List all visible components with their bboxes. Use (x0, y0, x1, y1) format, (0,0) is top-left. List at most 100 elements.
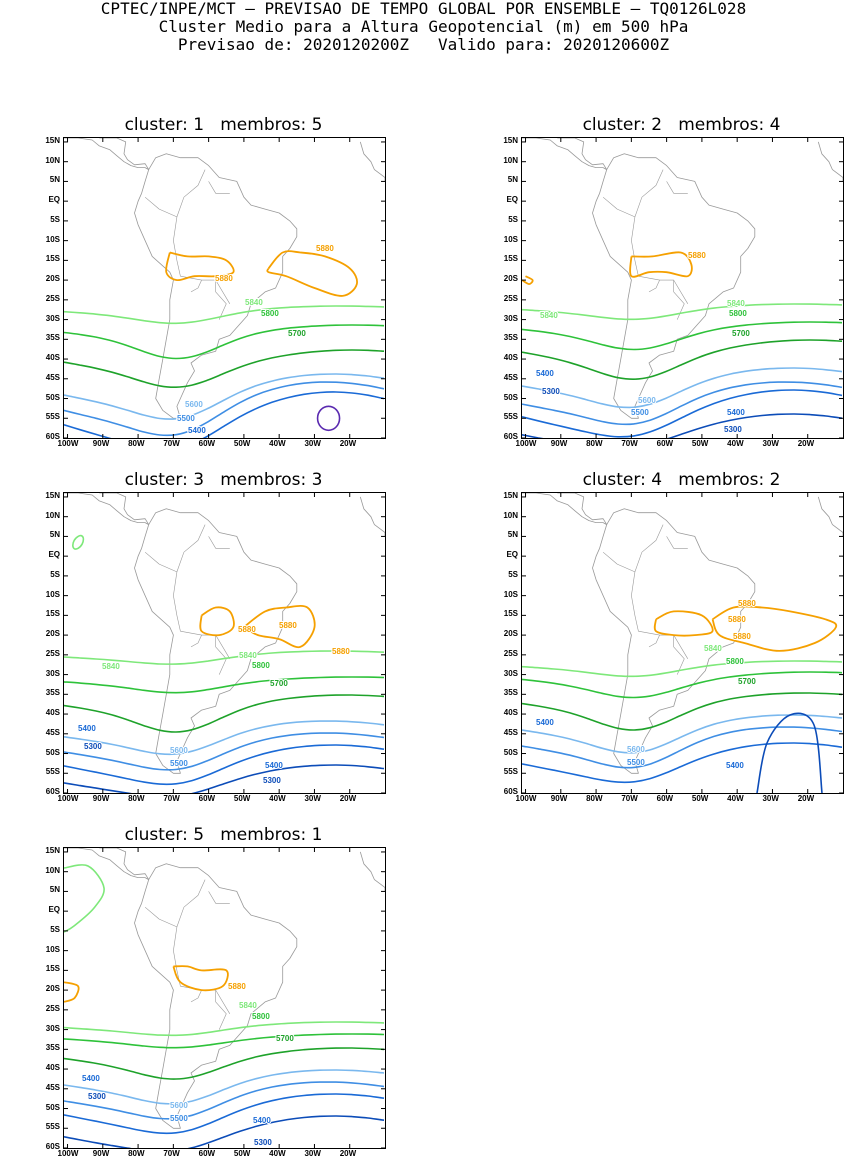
contour-line-5600 (64, 373, 385, 420)
contour-label: 5800 (261, 309, 279, 318)
contour-label: 5300 (263, 776, 281, 785)
lat-label: 15N (45, 845, 60, 855)
lat-label: EQ (506, 195, 518, 205)
country-border (641, 169, 664, 198)
contour-line-5880 (711, 605, 838, 652)
lon-label: 30W (762, 439, 779, 448)
lon-label: 20W (797, 794, 815, 803)
header-dates: Previsao de: 2020120200Z Valido para: 20… (177, 35, 670, 54)
map-frame: 5880 5880 5880 5840 5840 5800 5700 5400 5300 5600… (63, 492, 386, 794)
lat-label: 50S (503, 392, 518, 402)
south-america-coastline (134, 153, 298, 419)
contour-line-5600 (64, 720, 385, 756)
lat-label: 15N (45, 490, 60, 500)
contour-label: 5880 (279, 621, 297, 630)
lat-label: 50S (45, 392, 60, 402)
lat-label: 5N (49, 885, 60, 895)
country-border (673, 280, 685, 320)
lon-label: 30W (304, 1149, 321, 1158)
lon-label: 90W (92, 794, 110, 803)
contour-label: 5840 (727, 299, 745, 308)
lat-label: 25S (45, 648, 60, 658)
south-america-coastline (134, 508, 298, 774)
lat-label: 20S (503, 274, 518, 284)
country-border (190, 279, 202, 293)
lat-label: 50S (503, 747, 518, 757)
contour-line-5600 (522, 367, 843, 409)
lat-label: 10N (45, 865, 60, 875)
country-border (144, 196, 178, 218)
country-border (173, 552, 185, 616)
lon-label: 60W (656, 439, 674, 448)
contour-label: 5840 (540, 311, 558, 320)
lat-label: 35S (45, 688, 60, 698)
contour-line-5800 (64, 324, 385, 360)
country-border (176, 970, 231, 1014)
lat-label: 25S (503, 293, 518, 303)
lon-label: 40W (727, 439, 744, 448)
lon-label: 90W (550, 794, 568, 803)
country-border (602, 196, 636, 218)
contour-label: 5800 (252, 1012, 270, 1021)
contour-line-5700 (64, 694, 385, 733)
contour-line-5840 (72, 534, 85, 550)
contour-line-5880 (64, 981, 80, 1003)
lat-label: 35S (45, 1043, 60, 1053)
lat-label: 5S (50, 924, 60, 934)
lat-label: 10N (45, 155, 60, 165)
contour-line-5500 (64, 732, 385, 771)
country-border (602, 551, 636, 573)
map-frame: 5880 5880 5840 5800 5700 5600 5500 5400 (63, 137, 386, 439)
lat-label: 40S (45, 1063, 60, 1073)
map-panel-4: cluster: 4 membros: 2 5880 5880 5880 5840 580… (503, 470, 844, 803)
country-border (673, 635, 685, 675)
lon-label: 70W (621, 439, 638, 448)
lat-label: 25S (45, 293, 60, 303)
lat-label: 10S (503, 589, 518, 599)
lat-label: 45S (503, 372, 518, 382)
contour-label: 5600 (627, 745, 645, 754)
lat-label: 35S (45, 333, 60, 343)
contour-label: 5400 (726, 761, 744, 770)
contour-label: 5880 (228, 982, 246, 991)
lon-label: 80W (128, 439, 145, 448)
contour-line-5840 (64, 1021, 385, 1037)
africa-coastline (817, 141, 843, 182)
contour-line-5300 (522, 413, 843, 438)
contour-label: 5400 (727, 408, 745, 417)
contour-label: 5400 (265, 761, 283, 770)
contour-line-5700 (522, 339, 843, 381)
lat-label: 30S (503, 313, 518, 323)
contour-line-5300 (756, 712, 823, 793)
contour-label: 5700 (288, 329, 306, 338)
contour-line-5800 (64, 676, 385, 694)
lat-label: 15S (503, 609, 518, 619)
country-border (666, 181, 688, 194)
lat-label: 60S (503, 787, 518, 796)
lon-label: 70W (621, 794, 638, 803)
lon-label: 40W (269, 439, 286, 448)
lon-label: 50W (233, 439, 251, 448)
lon-label: 90W (550, 439, 568, 448)
country-border (183, 169, 206, 198)
lon-label: 70W (163, 439, 180, 448)
contour-label: 5500 (177, 414, 195, 423)
contour-label: 5600 (170, 1101, 188, 1110)
lat-label: 15S (45, 964, 60, 974)
contour-line-5800 (522, 671, 843, 699)
country-border (648, 634, 660, 648)
contour-label: 5880 (738, 599, 756, 608)
contour-label: 5500 (170, 1114, 188, 1123)
contour-label: 5400 (536, 718, 554, 727)
lon-label: 90W (92, 439, 110, 448)
panel-title: cluster: 2 membros: 4 (582, 115, 781, 135)
contour-label: 5700 (732, 329, 750, 338)
south-america-coastline (134, 863, 298, 1129)
lat-label: 30S (45, 1023, 60, 1033)
country-border (173, 907, 185, 971)
lon-label: 60W (198, 794, 216, 803)
lat-label: 45S (45, 1082, 60, 1092)
lon-label: 100W (57, 439, 79, 448)
contour-line-5880 (165, 251, 235, 282)
